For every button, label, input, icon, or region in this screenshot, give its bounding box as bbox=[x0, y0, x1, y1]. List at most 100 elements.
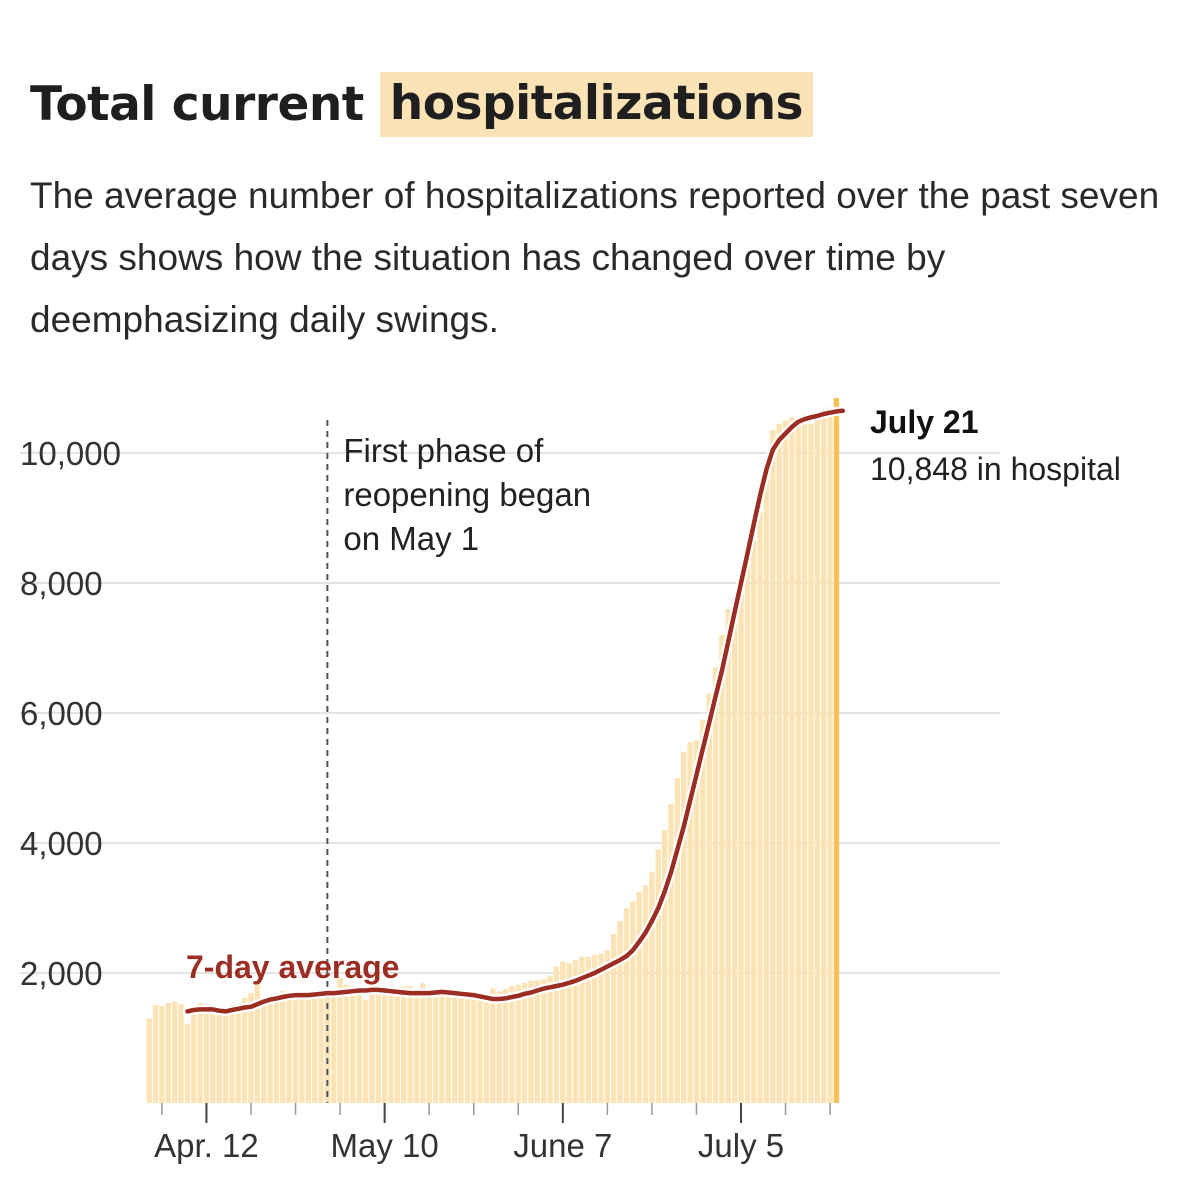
daily-bar bbox=[521, 982, 528, 1103]
y-tick-label: 6,000 bbox=[20, 695, 103, 732]
daily-bar bbox=[547, 975, 553, 1103]
daily-bar bbox=[241, 997, 248, 1103]
daily-bar bbox=[343, 984, 350, 1103]
daily-bar bbox=[178, 1004, 184, 1103]
daily-bar bbox=[502, 988, 509, 1103]
daily-bar bbox=[261, 999, 267, 1103]
daily-bar bbox=[337, 978, 343, 1103]
daily-bar bbox=[432, 993, 439, 1103]
daily-bar bbox=[553, 966, 560, 1103]
average-line bbox=[185, 408, 846, 1014]
daily-bar bbox=[814, 415, 821, 1103]
daily-bar bbox=[674, 778, 681, 1103]
daily-bar bbox=[490, 988, 496, 1103]
daily-bar bbox=[292, 997, 299, 1103]
reopening-annotation: First phase of reopening began on May 1 bbox=[326, 420, 591, 1103]
x-axis: Apr. 12 May 10 June 7 July 5 bbox=[154, 1103, 831, 1164]
daily-bars bbox=[146, 397, 840, 1103]
chart-labels: 7-day average July 21 10,848 in hospital bbox=[186, 404, 1121, 985]
daily-bar bbox=[821, 410, 827, 1103]
daily-bar bbox=[381, 991, 388, 1103]
daily-bar bbox=[311, 992, 318, 1103]
daily-bar bbox=[591, 954, 598, 1103]
daily-bar bbox=[229, 1004, 235, 1103]
daily-bar bbox=[604, 950, 611, 1103]
series-label-7-day-average: 7-day average bbox=[186, 949, 399, 985]
daily-bar bbox=[413, 992, 420, 1103]
daily-bar bbox=[509, 986, 515, 1103]
hospitalizations-chart: 2,000 4,000 6,000 8,000 10,000 First phase o… bbox=[20, 397, 1121, 1164]
chart-subtitle: The average number of hospitalizations r… bbox=[30, 175, 1160, 340]
daily-bar bbox=[706, 693, 712, 1103]
daily-bar bbox=[451, 995, 458, 1103]
daily-bar bbox=[152, 1004, 159, 1103]
daily-bar bbox=[483, 995, 490, 1103]
daily-bar bbox=[146, 1018, 152, 1103]
daily-bar bbox=[171, 1001, 178, 1103]
daily-bar bbox=[642, 885, 649, 1103]
seven-day-average bbox=[182, 406, 848, 1016]
title-text: Total current bbox=[30, 76, 364, 132]
daily-bar bbox=[731, 609, 738, 1103]
daily-bar bbox=[401, 986, 407, 1103]
y-tick-label: 2,000 bbox=[20, 955, 103, 992]
reopening-label: on May 1 bbox=[343, 520, 479, 557]
daily-bar bbox=[782, 420, 789, 1103]
y-tick-label: 4,000 bbox=[20, 825, 103, 862]
daily-bar bbox=[184, 1023, 191, 1103]
x-tick-label: June 7 bbox=[513, 1127, 612, 1164]
reopening-label: First phase of bbox=[343, 432, 544, 469]
reopening-label: reopening began bbox=[343, 476, 591, 513]
daily-bar bbox=[203, 1004, 210, 1103]
daily-bar bbox=[693, 740, 700, 1103]
daily-bar bbox=[636, 891, 642, 1103]
endpoint-value-label: 10,848 in hospital bbox=[870, 451, 1121, 487]
daily-bar bbox=[687, 742, 693, 1103]
daily-bar bbox=[789, 417, 795, 1103]
daily-bar bbox=[725, 609, 731, 1103]
daily-bar bbox=[630, 901, 636, 1103]
daily-bar bbox=[560, 961, 566, 1103]
daily-bar bbox=[827, 407, 833, 1103]
daily-bar bbox=[159, 1006, 165, 1103]
daily-bar bbox=[388, 987, 394, 1103]
daily-bar bbox=[369, 984, 375, 1103]
daily-bar bbox=[235, 1004, 241, 1103]
daily-bar bbox=[210, 1005, 216, 1103]
daily-bar bbox=[808, 423, 814, 1103]
daily-bar bbox=[528, 980, 534, 1103]
daily-bar bbox=[248, 993, 254, 1103]
daily-bar bbox=[222, 1006, 229, 1103]
daily-bar bbox=[770, 430, 776, 1103]
daily-bar bbox=[541, 979, 547, 1103]
chart-title: Total current hospitalizations bbox=[30, 66, 814, 142]
daily-bar bbox=[661, 830, 668, 1103]
daily-bar bbox=[464, 997, 471, 1103]
daily-bar bbox=[566, 963, 572, 1103]
title-highlight: hospitalizations bbox=[379, 71, 814, 137]
daily-bar bbox=[649, 872, 655, 1103]
x-tick-label: May 10 bbox=[331, 1127, 439, 1164]
daily-bar bbox=[496, 991, 502, 1103]
daily-bar bbox=[712, 667, 719, 1103]
x-tick-label: July 5 bbox=[698, 1127, 784, 1164]
daily-bar bbox=[776, 423, 782, 1103]
daily-bar bbox=[445, 992, 451, 1103]
daily-bar bbox=[299, 991, 305, 1103]
daily-bar bbox=[305, 993, 311, 1103]
daily-bar bbox=[795, 423, 801, 1103]
daily-bar bbox=[331, 991, 337, 1103]
daily-bar bbox=[273, 993, 280, 1103]
daily-bar bbox=[598, 953, 604, 1103]
daily-bar bbox=[267, 996, 273, 1103]
daily-bar bbox=[579, 956, 585, 1103]
daily-bar bbox=[394, 995, 401, 1103]
daily-bar bbox=[197, 1002, 203, 1103]
y-tick-label: 8,000 bbox=[20, 565, 103, 602]
endpoint-date-label: July 21 bbox=[870, 404, 979, 440]
daily-bar bbox=[617, 921, 623, 1103]
daily-bar bbox=[763, 459, 770, 1103]
daily-bar bbox=[757, 511, 763, 1103]
daily-bar bbox=[515, 984, 521, 1103]
daily-bar bbox=[668, 804, 674, 1103]
